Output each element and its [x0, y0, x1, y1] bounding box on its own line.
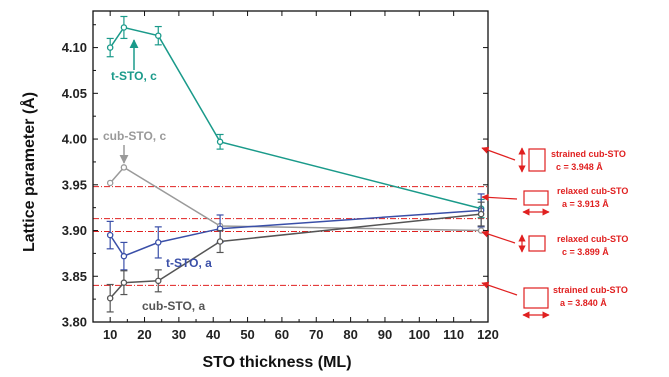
series-line-1 — [109, 166, 482, 232]
svg-text:t-STO, c: t-STO, c — [111, 69, 157, 83]
data-point — [106, 44, 114, 51]
svg-text:strained cub-STO: strained cub-STO — [553, 285, 628, 295]
svg-text:c = 3.899 Å: c = 3.899 Å — [562, 247, 609, 257]
data-point — [120, 24, 128, 31]
reference-lines — [93, 186, 488, 286]
annotation-strained-a: strained cub-STO a = 3.840 Å — [522, 285, 628, 319]
data-point — [216, 138, 224, 146]
series-label-t-sto-c: t-STO, c — [111, 39, 157, 83]
data-point — [155, 239, 162, 246]
y-tick-label: 4.05 — [62, 86, 87, 101]
y-tick-label: 4.10 — [62, 40, 87, 55]
svg-text:relaxed cub-STO: relaxed cub-STO — [557, 186, 628, 196]
axes-layer: 10 20 30 40 50 60 70 80 90 100 110 120 3.80 3.85 3.90 3… — [62, 10, 499, 342]
series-layer — [106, 15, 485, 313]
annotation-strained-c: strained cub-STO c = 3.948 Å — [518, 147, 626, 173]
series-label-t-sto-a: t-STO, a — [166, 256, 212, 270]
x-tick-label: 50 — [240, 327, 254, 342]
data-point — [216, 238, 224, 245]
series-label-cub-sto-c: cub-STO, c — [103, 129, 166, 164]
annotation-relaxed-c: relaxed cub-STO c = 3.899 Å — [518, 234, 628, 257]
svg-text:a = 3.913 Å: a = 3.913 Å — [562, 199, 609, 209]
y-tick-label: 3.90 — [62, 223, 87, 238]
x-tick-label: 90 — [378, 327, 392, 342]
y-tick-label: 4.00 — [62, 132, 87, 147]
data-point — [155, 32, 162, 39]
x-tick-label: 60 — [275, 327, 289, 342]
data-point — [120, 252, 128, 260]
x-tick-label: 80 — [343, 327, 357, 342]
svg-text:relaxed cub-STO: relaxed cub-STO — [557, 234, 628, 244]
series-line-0 — [109, 26, 482, 210]
y-axis-title: Lattice parameter (Å) — [19, 92, 38, 252]
reference-annotations: strained cub-STO c = 3.948 Å relaxed cub… — [518, 147, 628, 319]
svg-text:c = 3.948 Å: c = 3.948 Å — [556, 162, 603, 172]
svg-text:t-STO, a: t-STO, a — [166, 256, 212, 270]
data-point — [106, 179, 114, 187]
x-tick-label: 120 — [477, 327, 499, 342]
x-tick-label: 40 — [206, 327, 220, 342]
x-tick-label: 10 — [103, 327, 117, 342]
y-tick-label: 3.85 — [62, 269, 87, 284]
series-label-cub-sto-a: cub-STO, a — [142, 299, 205, 313]
x-tick-label: 110 — [443, 327, 464, 342]
annotation-pointers — [481, 146, 518, 296]
x-tick-label: 70 — [309, 327, 323, 342]
x-tick-label: 30 — [172, 327, 186, 342]
pointer-strained-a — [481, 281, 518, 296]
plot-frame — [92, 10, 489, 323]
svg-text:cub-STO, a: cub-STO, a — [142, 299, 205, 313]
pointer-relaxed-c — [481, 230, 516, 244]
x-tick-label: 100 — [408, 327, 430, 342]
annotation-relaxed-a: relaxed cub-STO a = 3.913 Å — [522, 186, 628, 216]
pointer-relaxed-a — [481, 193, 518, 201]
data-point — [477, 210, 485, 218]
data-point — [106, 231, 114, 239]
data-point — [106, 294, 114, 302]
y-tick-label: 3.80 — [62, 315, 87, 330]
data-point — [120, 164, 128, 171]
data-point — [120, 279, 128, 286]
svg-text:strained cub-STO: strained cub-STO — [551, 149, 626, 159]
data-point — [155, 277, 162, 285]
x-axis-title: STO thickness (ML) — [202, 354, 351, 371]
svg-text:cub-STO, c: cub-STO, c — [103, 129, 166, 143]
y-tick-label: 3.95 — [62, 177, 87, 192]
pointer-strained-c — [481, 146, 516, 161]
series-3 — [106, 201, 485, 313]
series-0 — [106, 15, 485, 219]
svg-text:a = 3.840 Å: a = 3.840 Å — [560, 298, 607, 308]
x-tick-label: 20 — [137, 327, 151, 342]
